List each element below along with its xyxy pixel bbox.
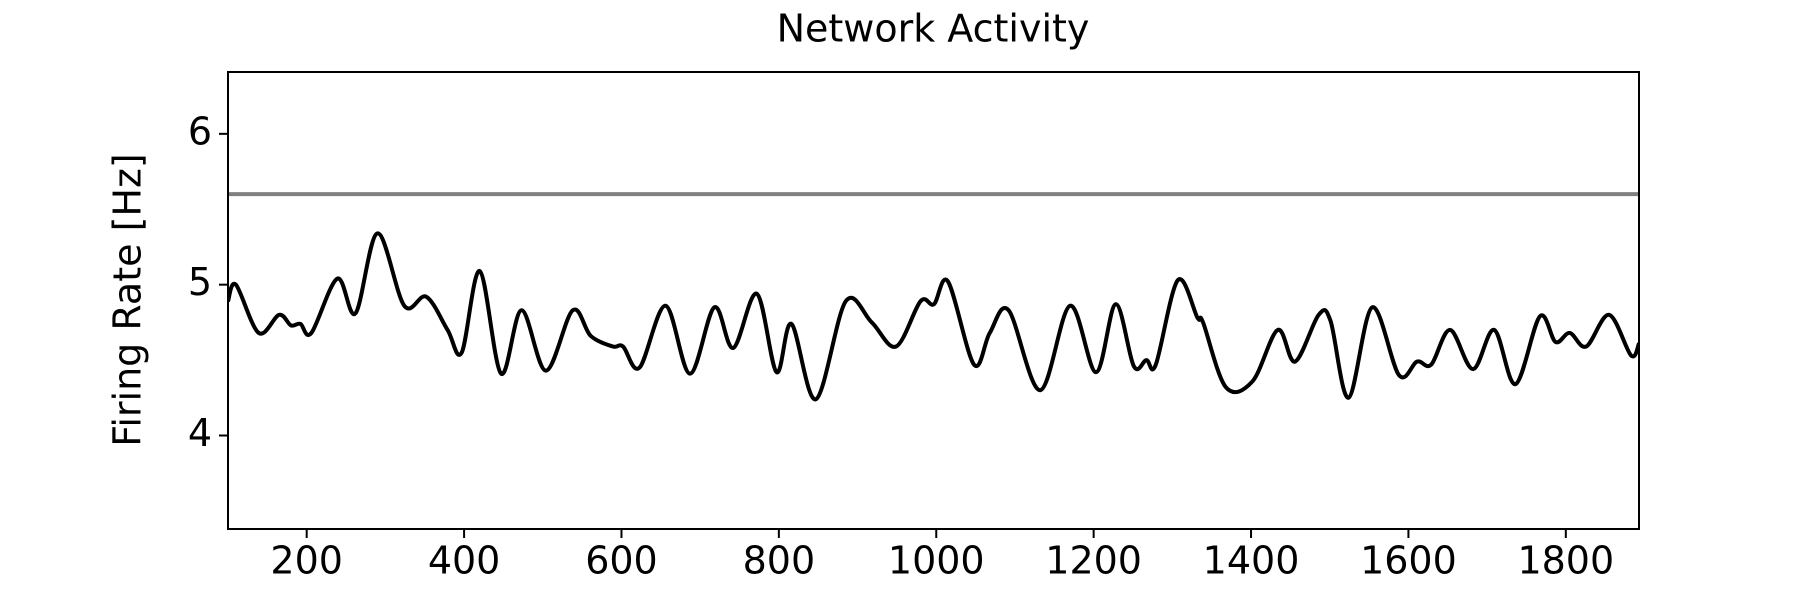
plot-frame [227, 71, 1640, 530]
data-line [228, 231, 1639, 402]
y-tick-label: 4 [188, 411, 212, 455]
x-tick-label: 1400 [1203, 539, 1300, 583]
x-tick-label: 1800 [1517, 539, 1614, 583]
y-axis-label: Firing Rate [Hz] [106, 153, 150, 447]
x-tick-label: 800 [743, 539, 816, 583]
x-tick-label: 1600 [1360, 539, 1457, 583]
x-tick-label: 200 [270, 539, 343, 583]
x-tick-label: 1000 [888, 539, 985, 583]
x-tick-label: 600 [585, 539, 658, 583]
x-tick-label: 1200 [1045, 539, 1142, 583]
y-tick-label: 5 [188, 260, 212, 304]
chart-title: Network Activity [777, 7, 1090, 51]
x-tick-label: 400 [428, 539, 501, 583]
y-tick-label: 6 [188, 109, 212, 153]
